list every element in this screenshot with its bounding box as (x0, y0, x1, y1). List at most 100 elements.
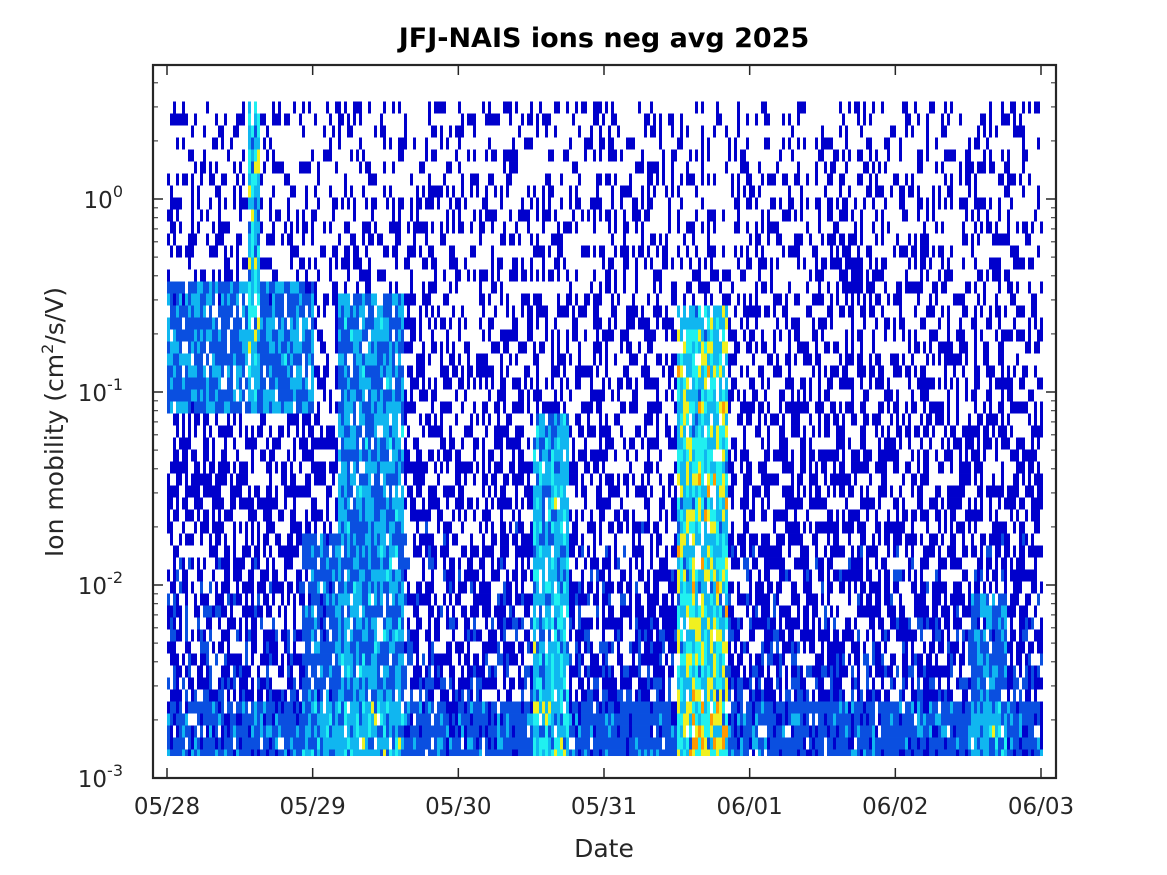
heatmap-cell (203, 305, 206, 318)
heatmap-cell (389, 689, 392, 702)
heatmap-cell (392, 473, 395, 486)
heatmap-cell (362, 689, 365, 702)
heatmap-cell (533, 617, 536, 630)
heatmap-cell (419, 713, 422, 726)
heatmap-cell (245, 197, 248, 210)
heatmap-cell (473, 149, 476, 162)
heatmap-cell (473, 725, 476, 738)
heatmap-cell (308, 653, 311, 666)
heatmap-cell (404, 557, 407, 570)
heatmap-cell (563, 533, 566, 546)
heatmap-cell (560, 389, 563, 402)
heatmap-cell (599, 125, 602, 138)
heatmap-cell (383, 725, 386, 738)
heatmap-cell (206, 413, 209, 426)
heatmap-cell (314, 617, 317, 630)
heatmap-cell (521, 473, 524, 486)
heatmap-cell (479, 689, 482, 702)
heatmap-cell (416, 197, 419, 210)
heatmap-cell (626, 713, 629, 726)
heatmap-cell (461, 521, 464, 534)
heatmap-cell (392, 221, 395, 234)
heatmap-cell (272, 557, 275, 570)
heatmap-cell (239, 665, 242, 678)
heatmap-cell (386, 389, 389, 402)
heatmap-cell (248, 233, 251, 246)
heatmap-cell (551, 485, 554, 498)
heatmap-cell (176, 545, 179, 558)
heatmap-cell (194, 725, 197, 738)
heatmap-cell (380, 701, 383, 714)
heatmap-cell (359, 545, 362, 558)
heatmap-cell (362, 677, 365, 690)
heatmap-cell (482, 677, 485, 690)
heatmap-cell (377, 605, 380, 618)
heatmap-cell (335, 281, 338, 294)
heatmap-cell (197, 617, 200, 630)
heatmap-cell (614, 173, 617, 186)
heatmap-cell (377, 461, 380, 474)
heatmap-cell (368, 533, 371, 546)
heatmap-cell (539, 389, 542, 402)
heatmap-cell (248, 125, 251, 138)
heatmap-cell (515, 497, 518, 510)
heatmap-cell (548, 749, 551, 757)
heatmap-cell (206, 437, 209, 450)
heatmap-cell (557, 509, 560, 522)
heatmap-cell (251, 521, 254, 534)
heatmap-cell (305, 437, 308, 450)
heatmap-cell (356, 569, 359, 582)
heatmap-cell (608, 269, 611, 282)
heatmap-cell (575, 533, 578, 546)
heatmap-cell (563, 677, 566, 690)
heatmap-cell (245, 617, 248, 630)
heatmap-cell (509, 173, 512, 186)
heatmap-cell (203, 689, 206, 702)
heatmap-cell (437, 473, 440, 486)
heatmap-cell (584, 737, 587, 750)
heatmap-cell (452, 305, 455, 318)
heatmap-cell (503, 161, 506, 174)
heatmap-cell (590, 509, 593, 522)
heatmap-cell (392, 653, 395, 666)
heatmap-cell (356, 293, 359, 306)
heatmap-cell (404, 401, 407, 414)
heatmap-cell (344, 473, 347, 486)
heatmap-cell (383, 701, 386, 714)
heatmap-cell (305, 449, 308, 462)
heatmap-cell (260, 317, 263, 330)
heatmap-cell (521, 209, 524, 222)
heatmap-cell (296, 269, 299, 282)
heatmap-cell (254, 269, 257, 282)
heatmap-cell (236, 281, 239, 294)
heatmap-cell (167, 677, 170, 690)
heatmap-cell (503, 341, 506, 354)
heatmap-cell (341, 353, 344, 366)
heatmap-cell (170, 209, 173, 222)
heatmap-cell (410, 377, 413, 390)
heatmap-cell (383, 341, 386, 354)
heatmap-cell (353, 701, 356, 714)
heatmap-cell (470, 545, 473, 558)
heatmap-cell (518, 617, 521, 630)
heatmap-cell (551, 413, 554, 426)
heatmap-cell (575, 485, 578, 498)
heatmap-cell (338, 341, 341, 354)
heatmap-cell (383, 521, 386, 534)
heatmap-cell (254, 257, 257, 270)
heatmap-cell (212, 365, 215, 378)
heatmap-cell (260, 401, 263, 414)
heatmap-cell (422, 569, 425, 582)
heatmap-cell (503, 677, 506, 690)
heatmap-cell (266, 401, 269, 414)
heatmap-cell (269, 341, 272, 354)
heatmap-cell (248, 725, 251, 738)
heatmap-cell (236, 245, 239, 258)
heatmap-cell (341, 461, 344, 474)
heatmap-cell (458, 221, 461, 234)
heatmap-cell (344, 341, 347, 354)
heatmap-cell (476, 569, 479, 582)
heatmap-cell (545, 581, 548, 594)
heatmap-cell (500, 389, 503, 402)
heatmap-cell (347, 365, 350, 378)
